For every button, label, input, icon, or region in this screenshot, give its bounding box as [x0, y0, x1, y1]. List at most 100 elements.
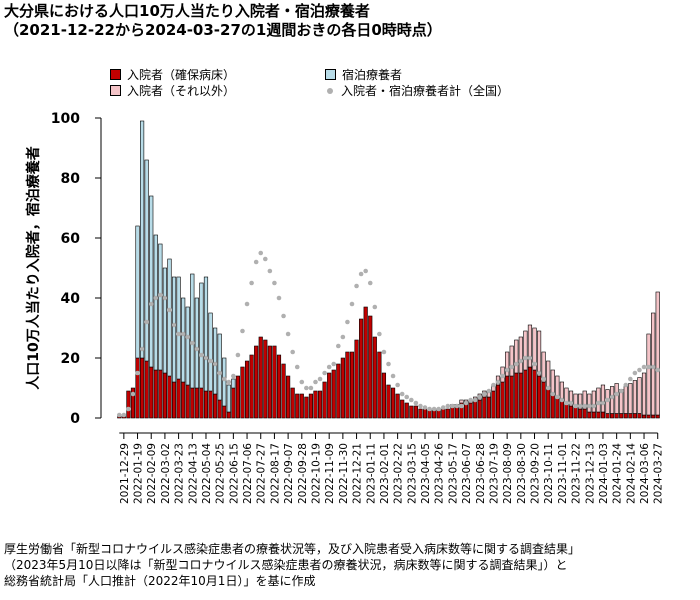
point-national-total [294, 364, 300, 370]
bar-inpatient-covid-bed [217, 399, 222, 419]
x-tick-label: 2023-09-20 [530, 443, 542, 504]
point-national-total [646, 364, 651, 370]
bar-inpatient-other [591, 390, 596, 413]
bar-inpatient-covid-bed [140, 357, 145, 419]
bar-hotel-care [217, 333, 222, 401]
x-tick-label: 2021-12-29 [119, 443, 131, 504]
point-national-total [422, 405, 428, 410]
bar-hotel-care [153, 234, 158, 371]
x-tick-label: 2022-03-02 [160, 443, 172, 504]
x-tick-label: 2024-03-27 [653, 443, 665, 504]
x-tick-label: 2024-03-06 [639, 443, 651, 504]
bar-hotel-care [140, 120, 145, 359]
x-tick-label: 2022-09-28 [297, 443, 309, 504]
point-national-total [185, 334, 191, 340]
point-national-total [299, 379, 305, 385]
source-line-3: 総務省統計局「人口推計（2022年10月1日）」を基に作成 [4, 574, 316, 588]
point-national-total [477, 394, 483, 400]
bar-inpatient-covid-bed [655, 414, 660, 419]
legend-item-national-total: 入院者・宿泊療養者計（全国） [325, 84, 509, 98]
bar-hotel-care [231, 378, 236, 389]
bar-inpatient-other [523, 330, 528, 371]
bar-inpatient-covid-bed [130, 387, 136, 419]
bar-inpatient-covid-bed [381, 372, 387, 419]
bar-inpatient-covid-bed [126, 390, 131, 419]
bar-hotel-care [149, 195, 154, 368]
point-national-total [258, 250, 264, 256]
point-national-total [180, 331, 186, 337]
bar-inpatient-covid-bed [395, 393, 400, 419]
point-national-total [126, 406, 131, 412]
bar-inpatient-covid-bed [523, 369, 528, 419]
x-tick-label: 2022-09-07 [283, 443, 295, 504]
point-national-total [162, 295, 168, 301]
x-tick-label: 2023-06-07 [461, 443, 473, 504]
bar-inpatient-other [536, 330, 542, 377]
x-tick-label: 2022-03-23 [174, 443, 186, 504]
bar-inpatient-covid-bed [304, 396, 309, 419]
bar-inpatient-covid-bed [536, 375, 542, 419]
point-national-total [436, 406, 441, 412]
bar-inpatient-covid-bed [473, 399, 478, 419]
legend-marker-national-total [327, 88, 333, 94]
point-national-total [317, 376, 323, 382]
bar-inpatient-covid-bed [203, 390, 209, 419]
point-national-total [116, 412, 122, 418]
bar-inpatient-covid-bed [222, 405, 227, 419]
bar-inpatient-covid-bed [354, 339, 359, 419]
bar-inpatient-covid-bed [240, 366, 245, 419]
bar-inpatient-covid-bed [390, 387, 396, 419]
x-tick-label: 2022-05-04 [201, 443, 213, 504]
point-national-total [148, 301, 154, 307]
point-national-total [217, 370, 222, 376]
point-national-total [628, 376, 633, 382]
point-national-total [409, 397, 414, 403]
bar-inpatient-covid-bed [514, 372, 519, 419]
bar-inpatient-covid-bed [568, 405, 574, 419]
point-national-total [267, 268, 273, 274]
bar-inpatient-covid-bed [213, 393, 218, 419]
point-national-total [313, 379, 318, 385]
point-national-total [427, 406, 432, 412]
point-national-total [322, 370, 327, 376]
point-national-total [486, 388, 492, 394]
bar-inpatient-covid-bed [495, 384, 501, 419]
bar-inpatient-covid-bed [181, 381, 186, 419]
x-tick-label: 2022-10-19 [310, 443, 322, 504]
point-national-total [176, 331, 181, 337]
point-national-total [290, 349, 295, 355]
bar-inpatient-other [550, 369, 555, 395]
bar-hotel-care [208, 312, 213, 392]
x-tick-label: 2023-06-28 [475, 443, 487, 504]
point-national-total [308, 385, 314, 391]
x-tick-label: 2022-11-09 [324, 443, 336, 504]
bar-hotel-care [181, 297, 186, 383]
bar-inpatient-other [596, 387, 601, 413]
source-note: 厚生労働省「新型コロナウイルス感染症患者の療養状況等，及び入院患者受入病床数等に… [4, 541, 580, 589]
point-national-total [513, 361, 519, 367]
point-national-total [637, 367, 642, 373]
bar-inpatient-other [568, 390, 574, 407]
bar-inpatient-covid-bed [418, 408, 423, 419]
bar-inpatient-covid-bed [372, 336, 377, 419]
bar-inpatient-other [509, 345, 514, 377]
point-national-total [445, 403, 451, 409]
point-national-total [545, 385, 551, 391]
source-line-2: （2023年5月10日以降は「新型コロナウイルス感染症患者の療養状況，病床数等に… [4, 558, 568, 572]
bar-inpatient-covid-bed [628, 413, 633, 419]
bar-inpatient-covid-bed [153, 369, 158, 419]
bar-inpatient-other [610, 386, 615, 414]
bar-inpatient-other [555, 375, 560, 398]
point-national-total [144, 319, 149, 325]
point-national-total [523, 355, 528, 361]
bar-inpatient-covid-bed [199, 387, 204, 419]
point-national-total [632, 370, 638, 376]
bar-inpatient-other [541, 351, 546, 383]
bar-hotel-care [144, 159, 149, 362]
bar-inpatient-covid-bed [582, 408, 587, 419]
bar-hotel-care [213, 327, 218, 395]
point-national-total [413, 400, 419, 406]
bar-inpatient-covid-bed [308, 393, 314, 419]
y-tick-label: 60 [61, 231, 81, 247]
bar-inpatient-covid-bed [550, 393, 555, 419]
